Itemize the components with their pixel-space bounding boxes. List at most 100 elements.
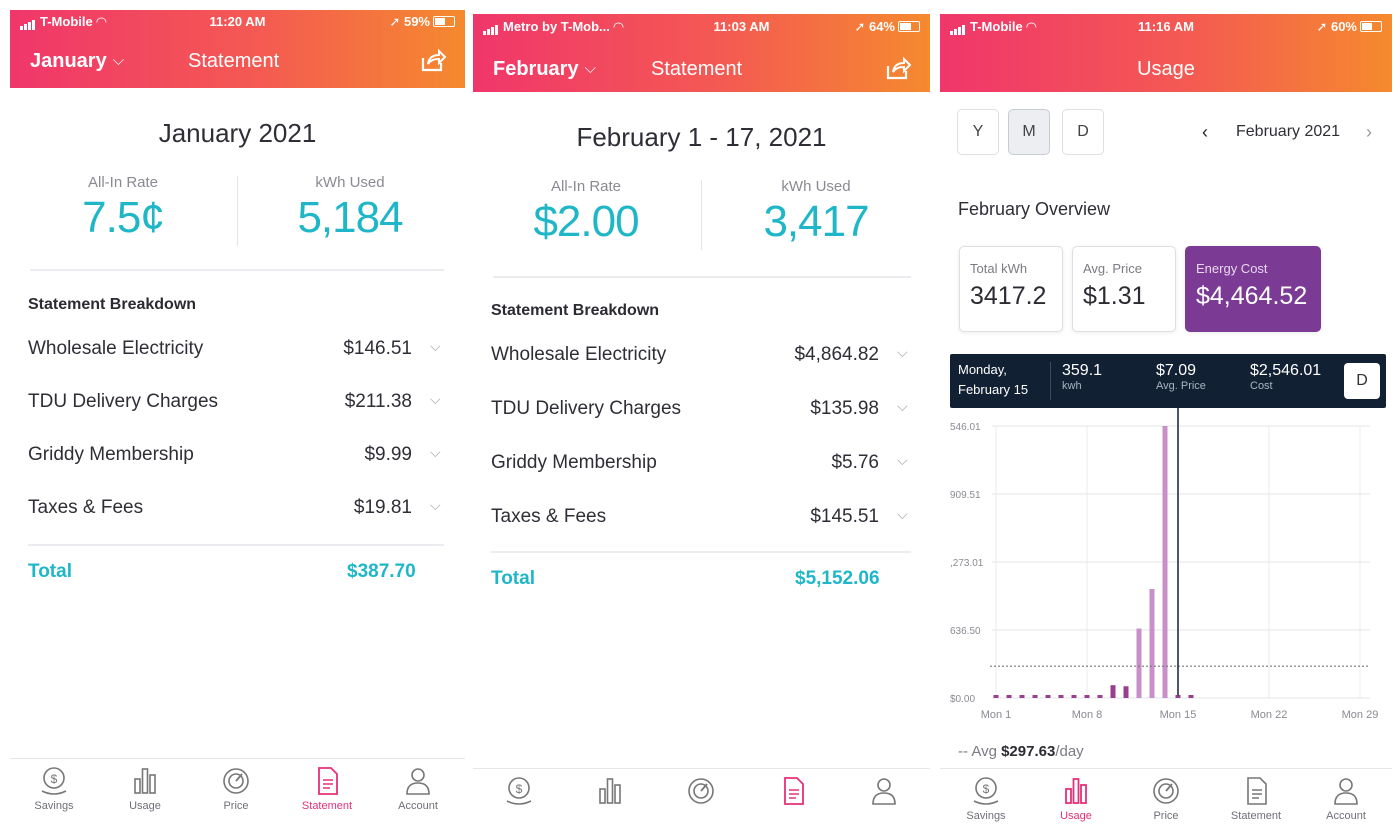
chevron-down-icon[interactable]: ⌵ [897,398,908,414]
month-dropdown[interactable]: February ⌵ [493,58,596,80]
stat-divider [237,176,238,246]
tab-account[interactable]: Account [378,765,458,812]
stat-value: $2.00 [533,197,639,246]
tab-account[interactable]: Account [1306,775,1386,822]
wifi-icon: ◠ [1026,19,1037,34]
status-time: 11:20 AM [209,14,266,29]
tab-savings[interactable]: $ [479,775,559,807]
breakdown-row[interactable]: Wholesale Electricity $146.51 ⌵ [28,338,448,368]
tab-statement[interactable]: Statement [287,765,367,812]
breakdown-row[interactable]: TDU Delivery Charges $135.98 ⌵ [491,398,915,428]
stat-label: All-In Rate [550,178,622,195]
total-amount: $387.70 [347,561,416,582]
savings-icon: $ [41,767,67,795]
breakdown-row[interactable]: Griddy Membership $5.76 ⌵ [491,452,915,482]
svg-text:$: $ [983,782,990,796]
chevron-down-icon[interactable]: ⌵ [430,444,441,460]
kwh-used: kWh Used 5,184 [250,174,450,243]
user-icon [872,778,896,805]
all-in-rate: All-In Rate 7.5¢ [23,174,223,243]
tab-statement[interactable] [753,775,833,807]
chevron-left-icon[interactable]: ‹ [1202,122,1208,142]
tab-price[interactable]: Price [196,765,276,812]
usage-bar [1019,695,1025,698]
bar-chart-icon [134,768,156,794]
segment-day[interactable]: D [1062,109,1104,155]
status-time: 11:16 AM [1138,19,1194,34]
page-title: Statement [651,58,743,80]
chevron-down-icon[interactable]: ⌵ [897,506,908,522]
nav-bar: Usage [940,54,1392,86]
chevron-right-icon[interactable]: › [1366,122,1372,142]
segment-month[interactable]: M [1008,109,1050,155]
usage-bar [1162,426,1168,698]
chevron-down-icon[interactable]: ⌵ [897,344,908,360]
card-value: 3417.2 [970,282,1047,310]
row-amount: $5.76 [831,452,879,473]
svg-text:$: $ [51,772,58,786]
usage-bar-chart: $0.00 636.50 ,273.01 909.51 546.01 Mon 1 Mon 8… [950,408,1379,721]
location-icon: ➚ [389,14,401,29]
tab-usage[interactable]: Usage [105,765,185,812]
y-tick-label: $0.00 [950,694,975,705]
tab-statement[interactable]: Statement [1216,775,1296,822]
breakdown-row[interactable]: Taxes & Fees $145.51 ⌵ [491,506,915,536]
gauge-icon [688,778,714,804]
chevron-down-icon[interactable]: ⌵ [430,391,441,407]
total-label: Total [28,561,72,582]
chevron-down-icon[interactable]: ⌵ [430,338,441,354]
tooltip-cost: $2,546.01 Cost [1250,362,1322,392]
svg-text:$: $ [516,782,523,796]
x-tick-label: Mon 8 [1072,709,1103,721]
card-value: $1.31 [1083,282,1146,310]
x-tick-label: Mon 22 [1251,709,1288,721]
carrier: T-Mobile ◠ [950,19,1036,35]
stat-value: 5,184 [297,193,403,242]
usage-bar [993,695,999,698]
nav-bar: January ⌵ Statement [10,46,465,78]
nav-bar: February ⌵ Statement [473,54,930,86]
status-time: 11:03 AM [713,19,770,34]
stat-label: kWh Used [781,178,851,195]
battery-icon [433,16,455,27]
row-name: Wholesale Electricity [491,344,667,365]
card-value: $4,464.52 [1196,282,1308,310]
breakdown-row[interactable]: Griddy Membership $9.99 ⌵ [28,444,448,474]
all-in-rate: All-In Rate $2.00 [486,178,686,247]
tab-usage[interactable] [570,775,650,807]
share-icon[interactable] [884,56,912,82]
card-label: Total kWh [970,261,1028,276]
breakdown-row[interactable]: Taxes & Fees $19.81 ⌵ [28,497,448,527]
tab-price[interactable]: Price [1126,775,1206,822]
x-tick-label: Mon 29 [1342,709,1379,721]
tab-account[interactable] [844,775,924,807]
tab-usage[interactable]: Usage [1036,775,1116,822]
battery-status: ➚ 59% [389,14,455,30]
row-name: Taxes & Fees [491,506,607,527]
y-tick-label: 636.50 [950,626,981,637]
chevron-down-icon[interactable]: ⌵ [430,497,441,513]
overview-title: February Overview [958,199,1111,219]
total-label: Total [491,568,535,589]
share-icon[interactable] [419,48,447,74]
row-amount: $146.51 [343,338,412,359]
segment-year[interactable]: Y [957,109,999,155]
energy-cost-card: Energy Cost $4,464.52 [1185,246,1321,332]
usage-bar [1175,695,1181,698]
tab-bar: $ Savings Usage Price Statement Account [10,758,465,824]
month-dropdown[interactable]: January ⌵ [30,50,125,72]
header-bar: T-Mobile ◠ 11:16 AM ➚ 60% Usage [940,14,1392,92]
day-view-button[interactable]: D [1344,363,1380,399]
tooltip-kwh: 359.1 kwh [1062,362,1103,392]
bar-chart-icon [599,778,621,804]
february-statement-screen: Metro by T-Mob... ◠ 11:03 AM ➚ 64% Febru… [473,14,930,828]
breakdown-row[interactable]: Wholesale Electricity $4,864.82 ⌵ [491,344,915,374]
tab-savings[interactable]: $ Savings [14,765,94,812]
stat-value: 3,417 [763,197,869,246]
tab-price[interactable] [661,775,741,807]
breakdown-row[interactable]: TDU Delivery Charges $211.38 ⌵ [28,391,448,421]
total-kwh-card: Total kWh 3417.2 [959,246,1063,332]
chevron-down-icon[interactable]: ⌵ [897,452,908,468]
battery-icon [898,21,920,32]
tab-savings[interactable]: $ Savings [946,775,1026,822]
